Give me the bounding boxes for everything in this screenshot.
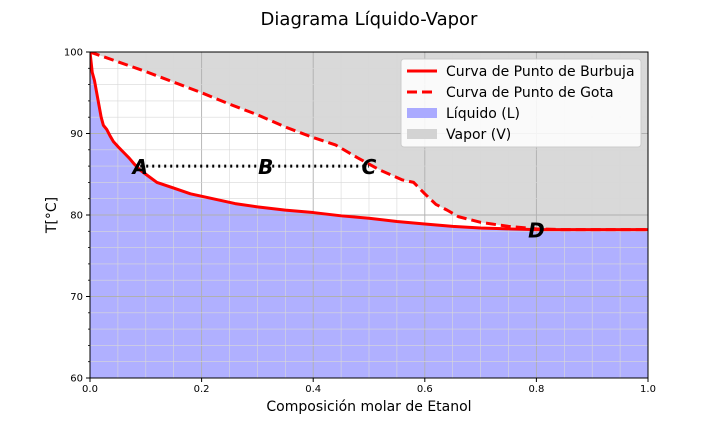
- x-axis-label: Composición molar de Etanol: [266, 399, 471, 415]
- y-tick-label: 100: [64, 48, 83, 59]
- x-tick-label: 1.0: [640, 384, 656, 395]
- point-label-c: C: [362, 155, 377, 179]
- x-tick-label: 0.2: [194, 384, 210, 395]
- legend-box: [400, 58, 642, 148]
- chart-title: Diagrama Líquido-Vapor: [261, 9, 478, 30]
- y-axis-label: T[°C]: [44, 197, 60, 234]
- point-label-d: D: [528, 219, 545, 243]
- x-tick-label: 0.4: [305, 384, 321, 395]
- axes: 0.0 0.2 0.4 0.6 0.8 1.0 60 70 80 90 100: [64, 48, 656, 396]
- legend-label-dew: Curva de Punto de Gota: [446, 85, 614, 101]
- y-tick-label: 80: [70, 211, 83, 222]
- point-label-a: A: [130, 155, 147, 179]
- point-label-b: B: [258, 155, 273, 179]
- legend-label-bubble: Curva de Punto de Burbuja: [446, 64, 635, 80]
- y-tick-label: 70: [70, 292, 83, 303]
- x-tick-label: 0.6: [417, 384, 433, 395]
- legend-swatch-vapor: [407, 129, 437, 139]
- x-tick-label: 0.8: [528, 384, 544, 395]
- x-tick-label: 0.0: [82, 384, 98, 395]
- y-tick-label: 90: [70, 129, 83, 140]
- legend-label-liquid: Líquido (L): [446, 106, 520, 122]
- bubble-point-curve: [90, 52, 648, 232]
- legend-label-vapor: Vapor (V): [446, 127, 511, 143]
- y-tick-label: 60: [70, 374, 83, 385]
- legend: Curva de Punto de Burbuja Curva de Punto …: [400, 58, 642, 148]
- legend-swatch-liquid: [407, 108, 437, 118]
